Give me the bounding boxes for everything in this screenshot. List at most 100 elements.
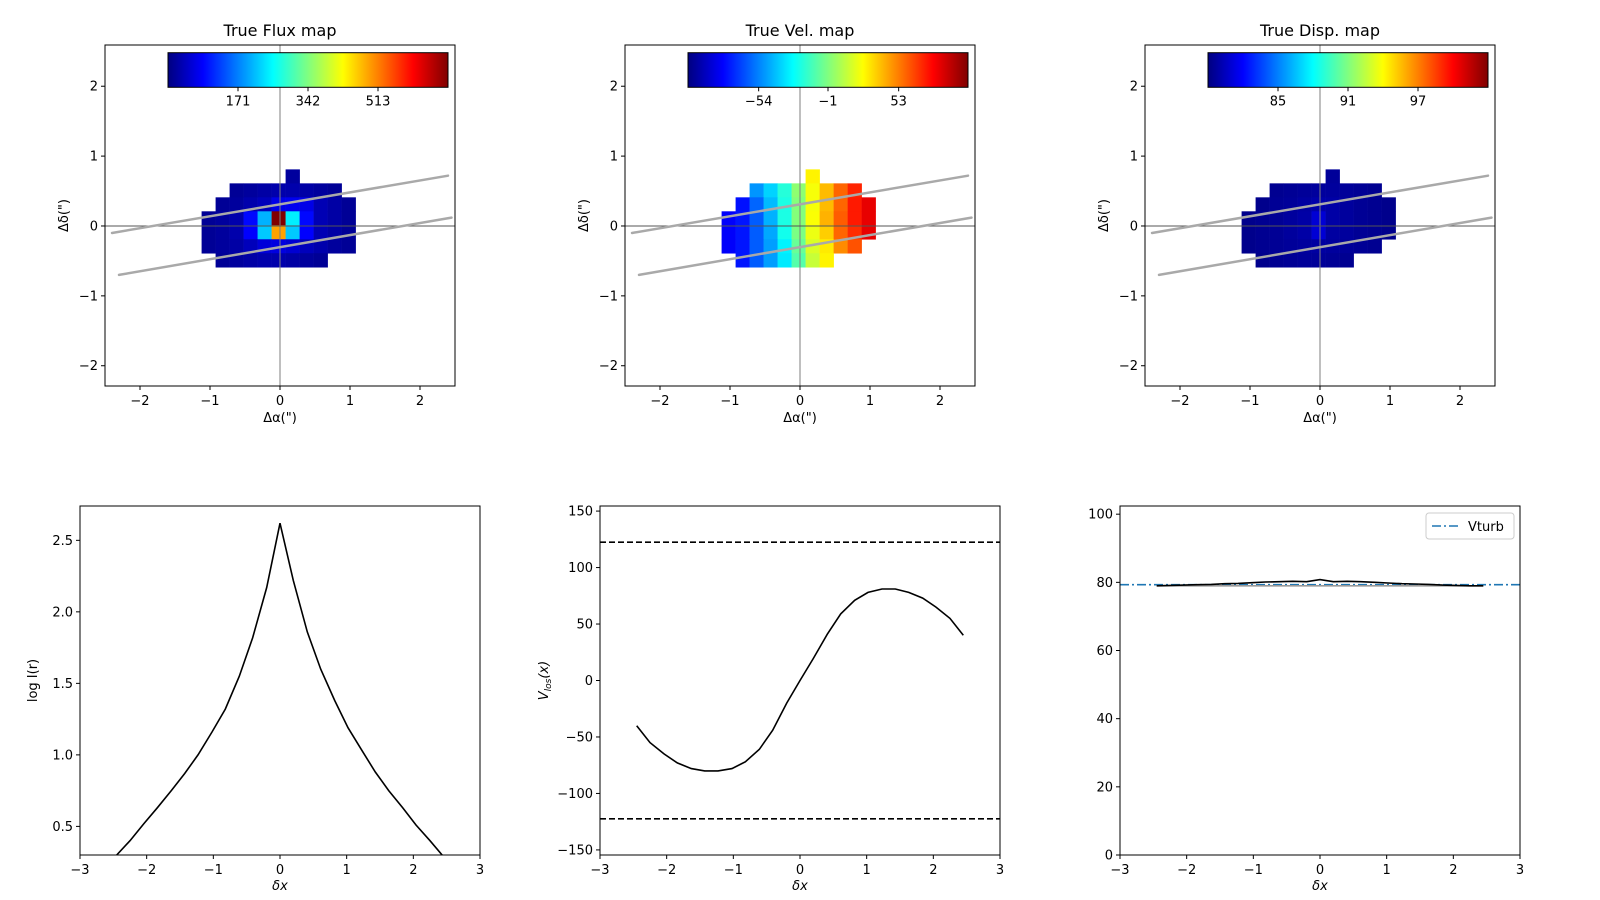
colorbar-tick-label: 342 xyxy=(296,94,321,109)
x-tick-label: −2 xyxy=(657,863,676,878)
map-pixel xyxy=(327,211,342,226)
x-tick-label: −1 xyxy=(1244,863,1263,878)
y-tick-label: 50 xyxy=(576,618,593,633)
x-tick-label: 0 xyxy=(796,394,804,409)
map-pixel xyxy=(285,197,300,212)
map-pixel xyxy=(1311,253,1326,268)
colorbar-tick-label: 97 xyxy=(1410,94,1427,109)
colorbar-tick-label: −1 xyxy=(818,94,837,109)
map-pixel xyxy=(861,197,876,212)
map-pixel xyxy=(805,183,820,198)
y-tick-label: 100 xyxy=(568,561,593,576)
map-pixel xyxy=(313,253,328,268)
slit-line xyxy=(1150,174,1490,235)
map-pixel xyxy=(1269,225,1284,240)
colorbar-gradient xyxy=(1207,52,1489,88)
x-tick-label: −2 xyxy=(130,394,149,409)
y-tick-label: 0 xyxy=(90,219,98,234)
map-pixel xyxy=(777,225,792,240)
map-pixel xyxy=(243,183,258,198)
series-line-log-i-r- xyxy=(115,523,444,855)
y-axis-label-main: V xyxy=(537,690,552,700)
map-pixel xyxy=(243,225,258,240)
map-pixel xyxy=(749,239,764,254)
slit-line xyxy=(630,174,970,235)
x-tick-label: 1 xyxy=(863,863,871,878)
x-tick-label: 0 xyxy=(796,863,804,878)
map-pixel xyxy=(243,253,258,268)
map-pixel xyxy=(313,183,328,198)
map-pixel xyxy=(1367,239,1382,254)
map-pixel xyxy=(805,211,820,226)
velocity-profile-panel: −3 −2 −1 0 1 2 3 −150 −100 −50 0 50 100 150 δx Vlos(x) xyxy=(537,505,1004,894)
legend: Vturb xyxy=(1425,512,1515,540)
map-pixel xyxy=(1255,239,1270,254)
map-pixel xyxy=(1325,239,1340,254)
x-tick-label: 3 xyxy=(476,863,484,878)
map-pixel xyxy=(1325,225,1340,240)
map-pixel xyxy=(299,225,314,240)
slit-line xyxy=(637,216,973,277)
x-tick-label: 2 xyxy=(409,863,417,878)
colorbar-tick-label: 513 xyxy=(366,94,391,109)
map-pixel xyxy=(341,211,356,226)
map-pixel xyxy=(1297,197,1312,212)
map-pixel xyxy=(1325,169,1340,184)
map-pixel xyxy=(1325,211,1340,226)
map-pixel xyxy=(791,253,806,268)
map-pixel xyxy=(1339,225,1354,240)
slit-line xyxy=(110,174,450,235)
map-pixel xyxy=(215,197,230,212)
x-axis-label: Δα(") xyxy=(263,411,297,426)
map-pixel xyxy=(285,239,300,254)
y-tick-label: −1 xyxy=(1119,289,1138,304)
map-pixel xyxy=(1269,239,1284,254)
x-tick-label: 2 xyxy=(416,394,424,409)
map-pixel xyxy=(243,239,258,254)
colorbar-gradient xyxy=(687,52,969,88)
map-pixel xyxy=(1353,211,1368,226)
map-pixel xyxy=(1255,225,1270,240)
map-pixel xyxy=(805,253,820,268)
map-pixel xyxy=(271,253,286,268)
x-tick-label: 1 xyxy=(343,863,351,878)
y-tick-label: −1 xyxy=(79,289,98,304)
y-axis-label: Δδ(") xyxy=(57,199,72,232)
y-tick-label: 0 xyxy=(1105,849,1113,864)
y-tick-label: −50 xyxy=(566,730,593,745)
colorbar-tick-label: 171 xyxy=(226,94,251,109)
map-pixel xyxy=(1241,239,1256,254)
map-pixel xyxy=(833,239,848,254)
map-pixel xyxy=(1297,253,1312,268)
y-tick-label: 2.5 xyxy=(52,534,73,549)
plot-area xyxy=(115,523,444,855)
map-pixel xyxy=(791,183,806,198)
map-pixel xyxy=(215,225,230,240)
x-axis-label: Δα(") xyxy=(783,411,817,426)
x-tick-label: 2 xyxy=(1456,394,1464,409)
x-tick-label: 2 xyxy=(936,394,944,409)
velocity-map-panel: −54 −1 53 −2 −1 0 1 2 −2 −1 0 1 2 True Vel. map Δα(") Δ… xyxy=(577,21,976,426)
y-tick-label: 2 xyxy=(1130,80,1138,95)
x-tick-label: 0 xyxy=(276,863,284,878)
map-pixel xyxy=(299,211,314,226)
map-pixel xyxy=(777,211,792,226)
map-pixel xyxy=(1311,211,1326,226)
map-pixel xyxy=(271,211,286,226)
y-tick-label: −2 xyxy=(79,359,98,374)
y-axis-label-tail: (x) xyxy=(537,661,552,679)
map-pixel xyxy=(1367,197,1382,212)
y-tick-label: 20 xyxy=(1096,780,1113,795)
map-pixel xyxy=(805,239,820,254)
map-pixel xyxy=(847,211,862,226)
map-pixel xyxy=(833,225,848,240)
y-axis-label: Δδ(") xyxy=(1097,199,1112,232)
map-pixel xyxy=(1325,197,1340,212)
map-pixel xyxy=(341,239,356,254)
map-pixel xyxy=(1353,183,1368,198)
y-tick-label: 2 xyxy=(610,80,618,95)
slit-line xyxy=(1157,216,1493,277)
map-pixel xyxy=(299,253,314,268)
map-pixel xyxy=(833,197,848,212)
